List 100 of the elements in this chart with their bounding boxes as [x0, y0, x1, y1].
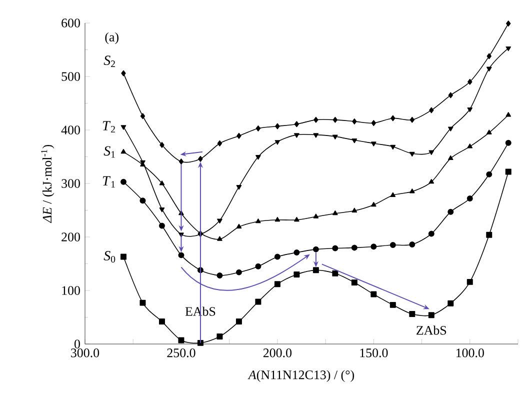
point — [332, 134, 338, 140]
point — [448, 155, 454, 160]
point — [216, 334, 223, 340]
point — [448, 92, 453, 98]
point — [486, 171, 492, 178]
point — [294, 133, 300, 138]
point — [236, 132, 242, 139]
point — [409, 311, 416, 318]
point — [120, 178, 126, 185]
point — [140, 113, 146, 120]
point — [390, 144, 396, 150]
point — [294, 271, 300, 278]
point — [351, 244, 358, 251]
y-axis-title: ΔE / (kJ·mol$^{-1}$) — [41, 144, 54, 224]
point — [506, 20, 511, 27]
point — [505, 168, 512, 175]
point — [505, 140, 512, 146]
point — [256, 218, 261, 224]
point — [371, 120, 376, 126]
point — [255, 298, 262, 305]
point — [370, 291, 377, 298]
point — [255, 263, 262, 270]
point — [236, 318, 242, 325]
point — [466, 278, 473, 285]
point — [312, 267, 319, 274]
point — [294, 121, 300, 128]
point — [178, 252, 184, 258]
annotation: (a) — [105, 32, 118, 44]
point — [486, 66, 492, 72]
point — [352, 208, 358, 212]
point — [410, 116, 414, 123]
point — [178, 337, 184, 344]
x-tick-label: 150.0 — [360, 348, 388, 358]
point — [159, 207, 165, 212]
point — [506, 112, 512, 117]
series-label: S$_{2}$ — [104, 56, 115, 68]
point — [236, 224, 242, 229]
point — [429, 107, 434, 114]
point — [294, 250, 300, 256]
y-tick-label: 0 — [74, 340, 80, 348]
point — [312, 246, 319, 252]
point — [256, 155, 261, 160]
y-tick-label: 200 — [62, 232, 80, 242]
point — [370, 244, 377, 250]
point — [332, 270, 338, 276]
annotation: ZAbS — [416, 326, 446, 335]
point — [332, 116, 338, 123]
x-tick-label: 200.0 — [263, 348, 292, 358]
point — [352, 118, 357, 124]
series-label: T$_{2}$ — [102, 121, 115, 132]
point — [486, 130, 492, 134]
point — [332, 245, 338, 252]
x-tick-label: 250.0 — [167, 348, 196, 358]
point — [120, 254, 126, 260]
point — [351, 279, 358, 286]
x-tick-label: 100.0 — [456, 348, 484, 358]
point — [274, 216, 280, 222]
point — [390, 242, 396, 248]
point — [506, 46, 512, 52]
point — [159, 180, 165, 186]
point — [274, 140, 280, 145]
series-label: S$_{1}$ — [104, 146, 115, 158]
point — [428, 312, 434, 318]
point — [428, 230, 434, 237]
point — [160, 142, 164, 148]
point — [371, 142, 376, 146]
point — [120, 125, 126, 130]
point — [216, 272, 223, 279]
point — [390, 302, 396, 308]
point — [217, 236, 222, 241]
point — [158, 222, 165, 229]
point — [314, 116, 318, 123]
point — [486, 53, 492, 60]
point — [428, 150, 434, 155]
point — [448, 208, 454, 215]
point — [236, 269, 242, 276]
x-tick-label: 300.0 — [71, 348, 100, 358]
point — [274, 254, 280, 260]
point — [217, 218, 222, 224]
point — [468, 78, 472, 85]
point — [256, 125, 261, 132]
point — [428, 178, 434, 184]
point — [467, 144, 473, 148]
point — [236, 185, 242, 190]
point — [198, 156, 203, 162]
y-tick-label: 500 — [62, 72, 80, 81]
point — [390, 192, 396, 197]
point — [390, 115, 396, 122]
y-tick-label: 600 — [62, 18, 80, 28]
point — [371, 202, 376, 207]
point — [158, 318, 165, 325]
point — [448, 126, 454, 132]
point — [467, 107, 473, 112]
y-tick-label: 300 — [62, 179, 80, 188]
point — [410, 188, 415, 194]
point — [178, 158, 184, 165]
series-label: S$_{0}$ — [104, 251, 116, 263]
point — [197, 340, 204, 346]
point — [275, 123, 280, 130]
point — [332, 210, 338, 216]
